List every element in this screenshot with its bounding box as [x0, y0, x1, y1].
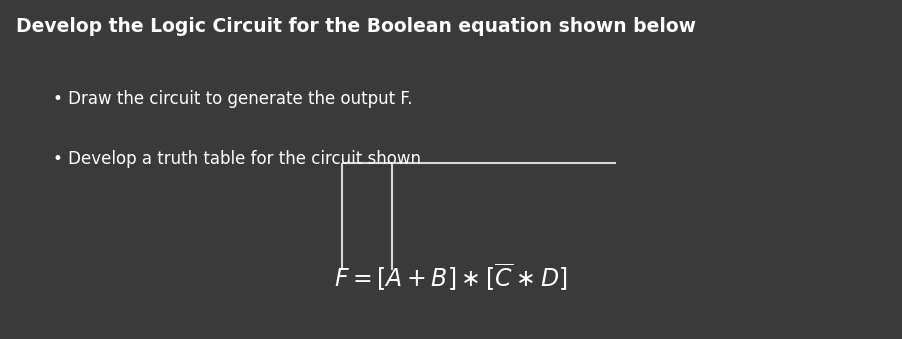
Text: • Draw the circuit to generate the output F.: • Draw the circuit to generate the outpu… — [53, 90, 413, 108]
Text: Develop the Logic Circuit for the Boolean equation shown below: Develop the Logic Circuit for the Boolea… — [15, 17, 695, 36]
Text: $F = \left[A + B\right] \ast [\overline{C} \ast D]$: $F = \left[A + B\right] \ast [\overline{… — [335, 261, 567, 293]
Text: • Develop a truth table for the circuit shown: • Develop a truth table for the circuit … — [53, 149, 421, 168]
